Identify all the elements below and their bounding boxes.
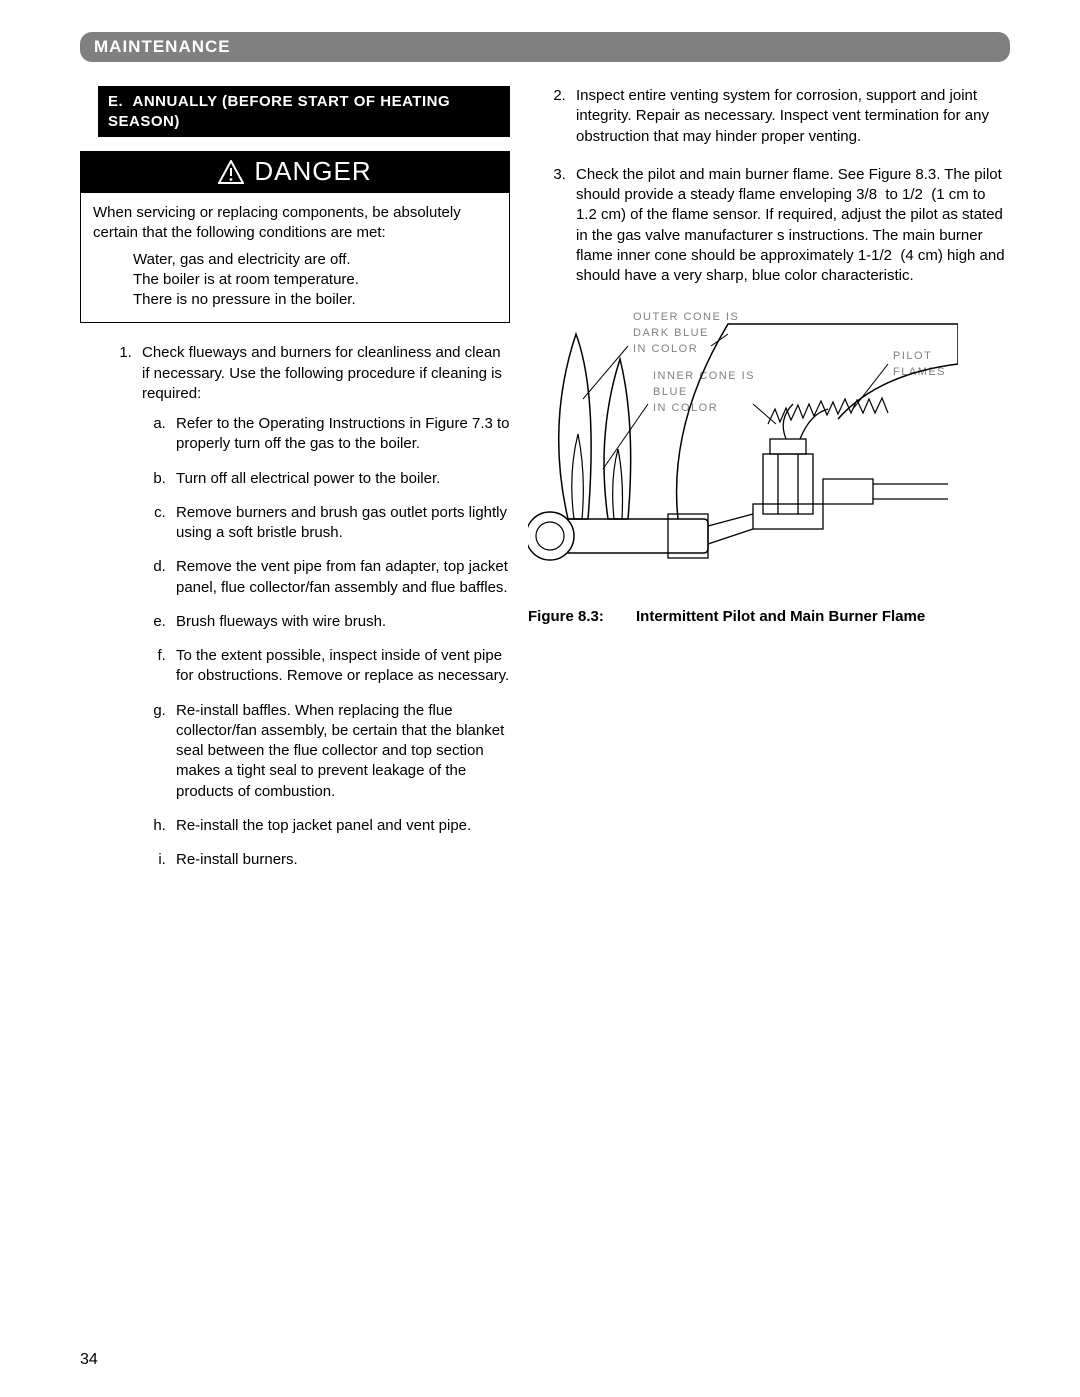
- substep-i: Re-install burners.: [170, 850, 510, 870]
- substep-f: To the extent possible, inspect inside o…: [170, 646, 510, 687]
- substep-d: Remove the vent pipe from fan adapter, t…: [170, 557, 510, 598]
- substep-a: Refer to the Operating Instructions in F…: [170, 414, 510, 455]
- diagram-label-outer: IN COLOR: [633, 343, 698, 355]
- burner-flame-diagram: OUTER CONE IS DARK BLUE IN COLOR INNER C…: [528, 304, 958, 594]
- danger-condition: Water, gas and electricity are off.: [133, 250, 497, 270]
- subsection-heading: E. ANNUALLY (BEFORE START OF HEATING SEA…: [98, 86, 510, 137]
- section-header-bar: MAINTENANCE: [80, 32, 1010, 62]
- diagram-label-outer: OUTER CONE IS: [633, 311, 739, 323]
- danger-condition: The boiler is at room temperature.: [133, 270, 497, 290]
- danger-intro-text: When servicing or replacing components, …: [93, 203, 497, 244]
- diagram-label-pilot: PILOT: [893, 350, 932, 362]
- danger-box: DANGER When servicing or replacing compo…: [80, 151, 510, 323]
- danger-label: DANGER: [254, 156, 371, 187]
- figure-title: Intermittent Pilot and Main Burner Flame: [636, 606, 925, 627]
- danger-conditions-list: Water, gas and electricity are off. The …: [133, 250, 497, 311]
- diagram-label-outer: DARK BLUE: [633, 327, 709, 339]
- step-1-text: Check flueways and burners for cleanline…: [142, 344, 502, 402]
- diagram-label-inner: IN COLOR: [653, 402, 718, 414]
- step-2: Inspect entire venting system for corros…: [570, 86, 1010, 147]
- danger-header: DANGER: [81, 152, 509, 193]
- figure-number: Figure 8.3:: [528, 606, 636, 627]
- substep-g: Re-install baffles. When replacing the f…: [170, 701, 510, 802]
- figure-8-3: OUTER CONE IS DARK BLUE IN COLOR INNER C…: [528, 304, 1010, 627]
- warning-triangle-icon: [218, 160, 244, 184]
- valve-assembly: [668, 404, 948, 558]
- page-number: 34: [80, 1351, 98, 1369]
- substep-c: Remove burners and brush gas outlet port…: [170, 503, 510, 544]
- step-1: Check flueways and burners for cleanline…: [136, 343, 510, 870]
- substep-h: Re-install the top jacket panel and vent…: [170, 816, 510, 836]
- sub-steps: Refer to the Operating Instructions in F…: [170, 414, 510, 870]
- left-column: E. ANNUALLY (BEFORE START OF HEATING SEA…: [80, 86, 510, 884]
- danger-body: When servicing or replacing components, …: [81, 193, 509, 322]
- two-column-layout: E. ANNUALLY (BEFORE START OF HEATING SEA…: [80, 86, 1010, 884]
- danger-condition: There is no pressure in the boiler.: [133, 290, 497, 310]
- diagram-label-inner: BLUE: [653, 386, 688, 398]
- right-column: Inspect entire venting system for corros…: [528, 86, 1010, 884]
- figure-caption: Figure 8.3: Intermittent Pilot and Main …: [528, 606, 1010, 627]
- substep-e: Brush flueways with wire brush.: [170, 612, 510, 632]
- numbered-steps-right: Inspect entire venting system for corros…: [570, 86, 1010, 286]
- step-3: Check the pilot and main burner flame. S…: [570, 165, 1010, 287]
- numbered-steps-left: Check flueways and burners for cleanline…: [136, 343, 510, 870]
- substep-b: Turn off all electrical power to the boi…: [170, 469, 510, 489]
